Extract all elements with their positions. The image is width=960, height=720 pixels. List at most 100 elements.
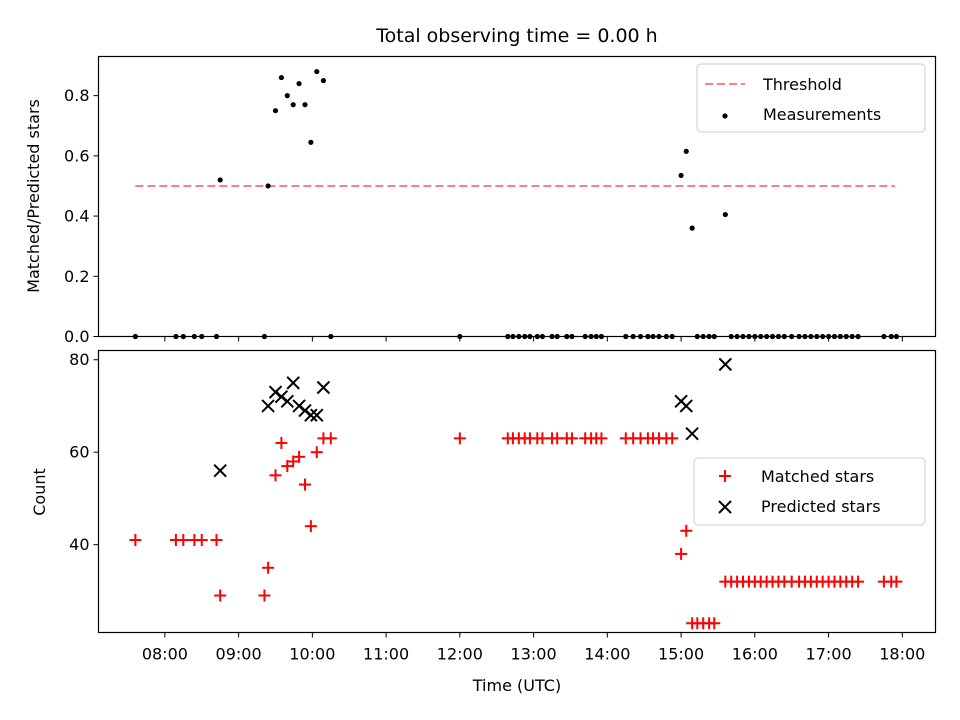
x-tick-label: 15:00	[658, 645, 704, 664]
matched-stars-point	[304, 520, 317, 533]
measurement-point	[308, 139, 314, 145]
legend-measurements-label: Measurements	[763, 105, 881, 124]
top-legend-box	[696, 63, 926, 133]
matched-stars-point	[269, 469, 282, 482]
measurement-point	[284, 93, 290, 99]
x-tick-label: 10:00	[289, 645, 335, 664]
predicted-stars-point	[685, 427, 699, 441]
matched-stars-point	[177, 534, 190, 547]
predicted-stars-point	[213, 463, 227, 478]
y-tick-label: 0.6	[64, 146, 89, 165]
matched-stars-point	[195, 534, 208, 547]
predicted-stars-stroke-b	[679, 399, 693, 413]
legend-matched-label: Matched stars	[761, 467, 874, 486]
matched-stars-point	[275, 436, 288, 449]
predicted-stars-point	[304, 408, 318, 422]
predicted-stars-point	[679, 399, 693, 413]
predicted-stars-stroke-b	[304, 408, 318, 422]
y-tick-label: 0.0	[64, 327, 89, 346]
predicted-stars-point	[310, 408, 324, 422]
legend-predicted-marker	[718, 500, 732, 514]
matched-stars-point	[453, 432, 466, 445]
matched-stars-point	[258, 589, 271, 602]
x-tick-label: 18:00	[879, 645, 925, 664]
bottom-axes-frame	[97, 349, 937, 634]
top-panel: 0.00.20.40.60.8 Matched/Predicted stars …	[24, 55, 937, 346]
top-y-axis-label: Matched/Predicted stars	[24, 99, 43, 293]
matched-stars-point	[324, 432, 337, 445]
matched-stars-point	[293, 450, 306, 463]
top-x-ticks	[164, 336, 903, 342]
matched-stars-point	[595, 432, 608, 445]
x-tick-label: 14:00	[584, 645, 630, 664]
predicted-stars-point	[261, 399, 275, 413]
top-y-ticks: 0.0 0.2 0.4 0.6 0.8	[64, 86, 99, 346]
predicted-stars-stroke-b	[286, 376, 300, 390]
predicted-stars-stroke-b	[718, 357, 733, 372]
measurement-point	[722, 211, 728, 218]
matched-stars-point	[214, 589, 227, 602]
matched-stars-point	[680, 524, 693, 537]
predicted-stars-stroke-b	[280, 394, 294, 409]
x-tick-label: 16:00	[732, 645, 778, 664]
x-axis-label: Time (UTC)	[472, 676, 561, 695]
x-tick-label: 17:00	[806, 645, 852, 664]
measurement-point	[678, 172, 684, 179]
bottom-x-ticks: 08:00 09:00 10:00 11:00 12:00 13:00 14:00 15:00…	[142, 632, 925, 664]
bottom-panel: 08:00 09:00 10:00 11:00 12:00 13:00 14:00 15:00…	[30, 349, 937, 695]
y-tick-label: 60	[69, 443, 89, 462]
bottom-plot-area	[129, 357, 903, 630]
top-axes-frame	[97, 55, 937, 338]
matched-stars-point	[852, 575, 865, 588]
measurement-point	[278, 74, 284, 81]
predicted-stars-stroke-b	[213, 463, 227, 478]
predicted-stars-stroke-b	[685, 427, 699, 441]
matched-stars-point	[675, 547, 688, 560]
measurement-point	[320, 77, 327, 84]
legend-threshold-label: Threshold	[762, 75, 842, 94]
measurement-point	[683, 148, 689, 154]
predicted-stars-point	[316, 380, 331, 395]
chart-title: Total observing time = 0.00 h	[375, 25, 657, 47]
bottom-y-axis-label: Count	[30, 468, 49, 516]
matched-stars-point	[565, 432, 578, 445]
predicted-stars-point	[718, 357, 733, 372]
matched-stars-point	[890, 575, 903, 588]
legend-predicted-label: Predicted stars	[761, 497, 881, 516]
measurement-point	[296, 80, 302, 87]
matched-stars-point	[129, 534, 142, 547]
predicted-stars-point	[286, 376, 300, 390]
measurement-point	[290, 102, 296, 108]
bottom-y-ticks: 40 60 80	[69, 350, 99, 554]
x-tick-label: 11:00	[363, 645, 409, 664]
y-tick-label: 0.2	[64, 267, 89, 286]
y-tick-label: 80	[69, 350, 89, 369]
matched-stars-point	[262, 561, 275, 574]
y-tick-label: 40	[69, 535, 89, 554]
measurement-point	[217, 177, 223, 183]
predicted-stars-stroke-b	[316, 380, 331, 395]
predicted-stars-stroke-b	[310, 408, 324, 422]
measurement-point	[689, 225, 695, 231]
x-tick-label: 12:00	[437, 645, 483, 664]
y-tick-label: 0.8	[64, 86, 89, 105]
x-tick-label: 09:00	[216, 645, 262, 664]
matched-stars-point	[298, 478, 311, 491]
measurement-point	[265, 183, 271, 189]
x-tick-label: 08:00	[142, 645, 188, 664]
measurement-point	[314, 68, 320, 75]
matched-stars-point	[310, 446, 323, 459]
predicted-stars-stroke-b	[261, 399, 275, 413]
legend-matched-marker	[719, 470, 731, 482]
matched-stars-point	[708, 617, 721, 630]
measurement-point	[302, 102, 308, 108]
predicted-stars-point	[280, 394, 294, 409]
bottom-legend-box	[693, 457, 926, 526]
matched-stars-point	[666, 432, 679, 445]
bottom-legend: Matched stars Predicted stars	[693, 457, 926, 526]
matched-stars-point	[210, 534, 223, 547]
top-legend: Threshold Measurements	[696, 63, 926, 133]
measurement-point	[272, 108, 279, 114]
x-tick-label: 13:00	[511, 645, 557, 664]
